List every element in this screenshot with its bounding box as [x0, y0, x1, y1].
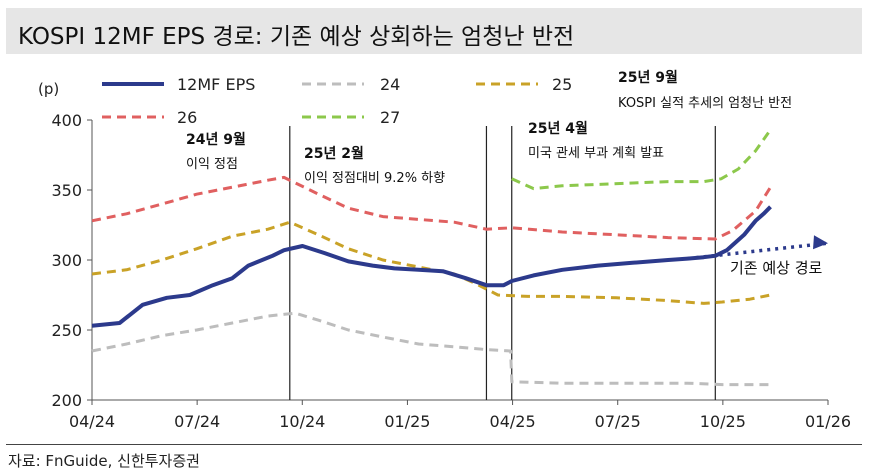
- x-tick-label: 04/24: [69, 412, 115, 431]
- x-tick-label: 10/25: [700, 412, 746, 431]
- legend-label-s25: 25: [552, 75, 572, 94]
- x-tick-label: 01/25: [384, 412, 430, 431]
- annotation-title: 25년 2월: [304, 145, 364, 162]
- chart-title: KOSPI 12MF EPS 경로: 기존 예상 상회하는 엄청난 반전: [18, 24, 575, 50]
- title-bar: KOSPI 12MF EPS 경로: 기존 예상 상회하는 엄청난 반전: [6, 8, 862, 54]
- projection-label: 기존 예상 경로: [730, 259, 823, 277]
- x-tick-label: 04/25: [490, 412, 536, 431]
- legend-label-eps: 12MF EPS: [177, 75, 255, 94]
- x-tick-label: 07/24: [174, 412, 220, 431]
- legend-label-s27: 27: [380, 108, 400, 127]
- x-tick-label: 01/26: [805, 412, 851, 431]
- series-line-s27: [511, 128, 772, 191]
- y-tick-label: 350: [51, 181, 82, 200]
- projection-arrowhead: [813, 235, 828, 250]
- series-line-eps: [91, 205, 772, 328]
- annotation-text: 미국 관세 부과 계획 발표: [528, 146, 664, 161]
- series-line-s24: [91, 311, 771, 387]
- legend-label-s24: 24: [380, 75, 400, 94]
- x-tick-label: 10/24: [279, 412, 325, 431]
- annotation-title: 25년 4월: [528, 120, 588, 137]
- x-tick-label: 07/25: [595, 412, 641, 431]
- source-divider: [6, 444, 862, 445]
- series-line-s26: [91, 175, 772, 241]
- y-unit-label: (p): [38, 80, 59, 98]
- legend-label-s26: 26: [177, 108, 197, 127]
- y-tick-label: 400: [51, 111, 82, 130]
- annotation-text: KOSPI 실적 추세의 엄청난 반전: [618, 96, 792, 111]
- annotation-text: 이익 정점: [186, 157, 238, 172]
- annotation-title: 25년 9월: [618, 69, 678, 86]
- annotation-title: 24년 9월: [186, 131, 246, 148]
- y-tick-label: 200: [51, 391, 82, 410]
- source-text: 자료: FnGuide, 신한투자증권: [8, 452, 200, 470]
- y-tick-label: 300: [51, 251, 82, 270]
- y-tick-label: 250: [51, 321, 82, 340]
- annotation-text: 이익 정점대비 9.2% 하향: [304, 171, 445, 186]
